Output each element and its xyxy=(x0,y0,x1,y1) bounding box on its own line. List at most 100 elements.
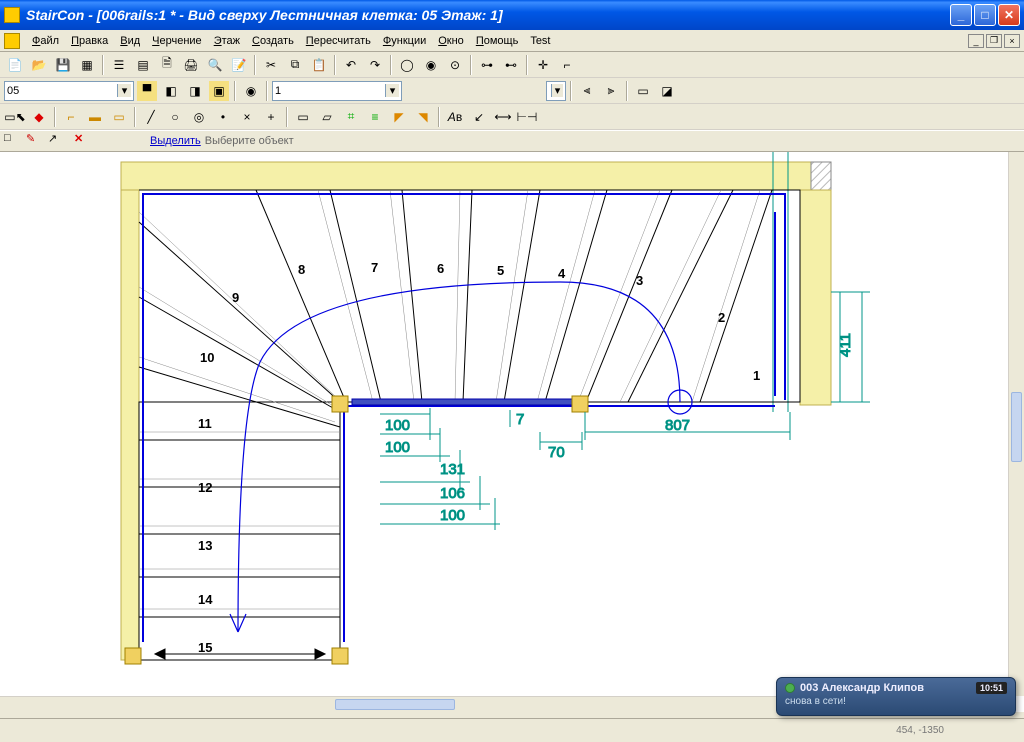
svg-text:106: 106 xyxy=(440,485,465,502)
svg-text:11: 11 xyxy=(198,416,212,431)
dimensions: 411 807 7 70 xyxy=(155,292,870,659)
menu-func[interactable]: Функции xyxy=(377,33,432,49)
canvas[interactable]: 1 2 3 4 5 6 7 8 9 10 11 12 13 14 15 411 xyxy=(0,152,1024,712)
circle3-icon[interactable]: ⊙ xyxy=(444,54,466,76)
circle-icon[interactable]: ○ xyxy=(164,106,186,128)
menu-test[interactable]: Test xyxy=(524,33,556,49)
save-icon[interactable]: 💾 xyxy=(52,54,74,76)
print-icon[interactable]: 🖨 xyxy=(180,54,202,76)
menu-create[interactable]: Создать xyxy=(246,33,300,49)
menu-recalc[interactable]: Пересчитать xyxy=(300,33,377,49)
align-left-icon[interactable]: ⫷ xyxy=(576,80,598,102)
sheet-icon[interactable]: ▤ xyxy=(132,54,154,76)
align-right-icon[interactable]: ⫸ xyxy=(600,80,622,102)
target-icon[interactable]: ✛ xyxy=(532,54,554,76)
floor-combo-value: 05 xyxy=(7,85,19,97)
command-bar: □ ✎ ↗ ✕ Выделить Выберите объект xyxy=(0,130,1024,152)
cmd-action[interactable]: Выделить xyxy=(150,135,201,147)
plus-icon[interactable]: + xyxy=(260,106,282,128)
svg-text:7: 7 xyxy=(371,260,378,275)
svg-text:100: 100 xyxy=(385,439,410,456)
menu-floor[interactable]: Этаж xyxy=(208,33,246,49)
view-3d-icon[interactable]: ▣ xyxy=(208,80,230,102)
text-icon[interactable]: Aʙ xyxy=(444,106,466,128)
drawing-svg: 1 2 3 4 5 6 7 8 9 10 11 12 13 14 15 411 xyxy=(0,152,1008,712)
menu-file[interactable]: ФФайлайл xyxy=(26,33,65,49)
menu-edit[interactable]: Правка xyxy=(65,33,114,49)
rect-icon[interactable]: ▭ xyxy=(292,106,314,128)
svg-text:9: 9 xyxy=(232,290,239,305)
mdi-minimize[interactable]: _ xyxy=(968,34,984,48)
link1-icon[interactable]: ⊶ xyxy=(476,54,498,76)
cmd-i2[interactable]: ✎ xyxy=(26,132,44,150)
note-icon[interactable]: 📝 xyxy=(228,54,250,76)
redo-icon[interactable]: ↷ xyxy=(364,54,386,76)
view-side-icon[interactable]: ◧ xyxy=(160,80,182,102)
dim1-icon[interactable]: ⟷ xyxy=(492,106,514,128)
dim2-icon[interactable]: ⊢⊣ xyxy=(516,106,538,128)
open-icon[interactable]: 📂 xyxy=(28,54,50,76)
menu-help[interactable]: Помощь xyxy=(470,33,525,49)
grid-icon[interactable]: ▦ xyxy=(76,54,98,76)
svg-text:131: 131 xyxy=(440,461,465,478)
svg-text:5: 5 xyxy=(497,263,504,278)
menu-view[interactable]: Вид xyxy=(114,33,146,49)
minimize-button[interactable]: _ xyxy=(950,4,972,26)
preview-icon[interactable]: 🔍 xyxy=(204,54,226,76)
menu-window[interactable]: Окно xyxy=(432,33,470,49)
circle1-icon[interactable]: ◯ xyxy=(396,54,418,76)
svg-text:411: 411 xyxy=(837,333,854,357)
svg-text:100: 100 xyxy=(385,417,410,434)
toast-time: 10:51 xyxy=(976,682,1007,694)
poly-icon[interactable]: ▱ xyxy=(316,106,338,128)
point-icon[interactable]: ◆ xyxy=(28,106,50,128)
copy-icon[interactable]: ⧉ xyxy=(284,54,306,76)
mdi-restore[interactable]: ❐ xyxy=(986,34,1002,48)
angle-icon[interactable]: ⌐ xyxy=(556,54,578,76)
dcircle-icon[interactable]: ◎ xyxy=(188,106,210,128)
list-icon[interactable]: ☰ xyxy=(108,54,130,76)
status-dot-icon xyxy=(785,683,795,693)
walkline xyxy=(230,282,692,632)
new-icon[interactable]: 📄 xyxy=(4,54,26,76)
flag1-icon[interactable]: ◤ xyxy=(388,106,410,128)
mdi-close[interactable]: × xyxy=(1004,34,1020,48)
view-top-icon[interactable]: ▀ xyxy=(136,80,158,102)
stair-icon[interactable]: ⌗ xyxy=(340,106,362,128)
rail-icon[interactable]: ≡ xyxy=(364,106,386,128)
select-icon[interactable]: ▭⬉ xyxy=(4,106,26,128)
x-icon[interactable]: × xyxy=(236,106,258,128)
room-icon[interactable]: ▭ xyxy=(108,106,130,128)
close-button[interactable]: ✕ xyxy=(998,4,1020,26)
toast-body: снова в сети! xyxy=(785,696,1007,707)
flag2-icon[interactable]: ◥ xyxy=(412,106,434,128)
svg-text:14: 14 xyxy=(198,592,213,607)
floor-combo[interactable]: 05 ▾ xyxy=(4,81,134,101)
fill-icon[interactable]: ◉ xyxy=(240,80,262,102)
num-combo[interactable]: 1 ▾ xyxy=(272,81,402,101)
cmd-cancel-icon[interactable]: ✕ xyxy=(74,132,92,150)
vertical-scrollbar[interactable] xyxy=(1008,152,1024,696)
undo-icon[interactable]: ↶ xyxy=(340,54,362,76)
circle2-icon[interactable]: ◉ xyxy=(420,54,442,76)
line-icon[interactable]: ╱ xyxy=(140,106,162,128)
cmd-i3[interactable]: ↗ xyxy=(48,132,66,150)
wall-icon[interactable]: ▬ xyxy=(84,106,106,128)
maximize-button[interactable]: □ xyxy=(974,4,996,26)
door-icon[interactable]: ⌐ xyxy=(60,106,82,128)
arrow-icon[interactable]: ↙ xyxy=(468,106,490,128)
cube-icon[interactable]: ◪ xyxy=(656,80,678,102)
svg-text:3: 3 xyxy=(636,273,643,288)
link2-icon[interactable]: ⊷ xyxy=(500,54,522,76)
cut-icon[interactable]: ✂ xyxy=(260,54,282,76)
view-front-icon[interactable]: ◨ xyxy=(184,80,206,102)
empty-combo[interactable]: ▾ xyxy=(546,81,566,101)
menu-draft[interactable]: Черчение xyxy=(146,33,208,49)
dot-icon[interactable]: • xyxy=(212,106,234,128)
paste-icon[interactable]: 📋 xyxy=(308,54,330,76)
doc-icon-tb[interactable]: 🗎 xyxy=(156,54,178,76)
cmd-i1[interactable]: □ xyxy=(4,132,22,150)
box-icon[interactable]: ▭ xyxy=(632,80,654,102)
notification-toast[interactable]: 003 Александр Клипов 10:51 снова в сети! xyxy=(776,677,1016,716)
svg-text:70: 70 xyxy=(548,444,565,461)
